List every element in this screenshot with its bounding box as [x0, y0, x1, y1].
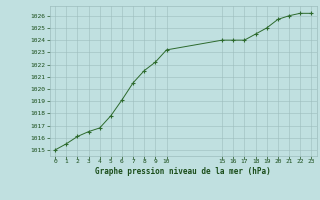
X-axis label: Graphe pression niveau de la mer (hPa): Graphe pression niveau de la mer (hPa) — [95, 167, 271, 176]
